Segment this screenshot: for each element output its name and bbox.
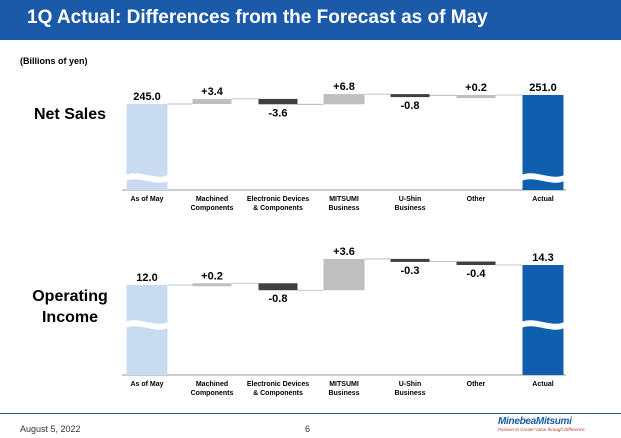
- slide-header: 1Q Actual: Differences from the Forecast…: [0, 0, 621, 40]
- operating-income-tick-label: Machined: [196, 381, 228, 388]
- operating-income-tick-label: Actual: [532, 381, 553, 388]
- operating-income-tick-label: Other: [467, 381, 486, 388]
- operating-income-axis-break: [125, 320, 169, 330]
- operating-income-title-line2: Income: [41, 309, 98, 326]
- operating-income-tick-label: Components: [191, 390, 234, 397]
- net-sales-value-label: -0.8: [401, 100, 420, 112]
- net-sales-tick-label: & Components: [253, 205, 303, 212]
- net-sales-tick-label: U-Shin: [399, 196, 422, 203]
- operating-income-tick-label: U-Shin: [399, 381, 422, 388]
- operating-income-value-label: -0.3: [401, 265, 420, 277]
- operating-income-delta-bar: [456, 261, 496, 265]
- operating-income-tick-label: Business: [328, 390, 359, 397]
- net-sales-delta-bar: [258, 98, 298, 105]
- slide-title: 1Q Actual: Differences from the Forecast…: [27, 7, 488, 28]
- operating-income-start-bar: [126, 285, 168, 375]
- operating-income-value-label: +0.2: [201, 270, 223, 282]
- operating-income-tick-label: MITSUMI: [329, 381, 359, 388]
- unit-label: (Billions of yen): [20, 56, 88, 66]
- net-sales-value-label: 251.0: [529, 82, 557, 94]
- net-sales-tick-label: As of May: [130, 196, 163, 203]
- net-sales-axis-break: [125, 173, 169, 183]
- net-sales-value-label: 245.0: [133, 91, 161, 103]
- net-sales-tick-label: Other: [467, 196, 486, 203]
- net-sales-value-label: +3.4: [201, 86, 224, 98]
- company-logo: MinebeaMitsumi Passion to Create Value t…: [498, 416, 614, 432]
- net-sales-axis-break: [521, 173, 565, 183]
- operating-income-axis-break: [521, 320, 565, 330]
- net-sales-delta-bar: [323, 94, 365, 105]
- logo-name: MinebeaMitsumi: [498, 416, 572, 427]
- operating-income-end-bar: [522, 265, 564, 375]
- operating-income-value-label: 14.3: [532, 252, 553, 264]
- operating-income-value-label: 12.0: [136, 272, 157, 284]
- operating-income-title-line1: Operating: [32, 288, 108, 305]
- net-sales-value-label: -3.6: [269, 107, 288, 119]
- operating-income-value-label: -0.4: [467, 268, 487, 280]
- operating-income-delta-bar: [258, 283, 298, 291]
- operating-income-tick-label: & Components: [253, 390, 303, 397]
- net-sales-label: Net Sales: [10, 104, 130, 125]
- operating-income-tick-label: Business: [394, 390, 425, 397]
- operating-income-delta-bar: [390, 258, 430, 262]
- net-sales-tick-label: Business: [394, 205, 425, 212]
- net-sales-value-label: +0.2: [465, 82, 487, 94]
- footer-date: August 5, 2022: [20, 424, 81, 434]
- footer-divider: [0, 413, 621, 414]
- net-sales-delta-bar: [192, 98, 232, 104]
- operating-income-label: Operating Income: [10, 286, 130, 328]
- operating-income-delta-bar: [192, 283, 232, 287]
- net-sales-value-label: +6.8: [333, 81, 355, 93]
- net-sales-tick-label: MITSUMI: [329, 196, 359, 203]
- operating-income-tick-label: As of May: [130, 381, 163, 388]
- net-sales-tick-label: Components: [191, 205, 234, 212]
- net-sales-delta-bar: [456, 95, 496, 98]
- net-sales-delta-bar: [390, 94, 430, 98]
- page-number: 6: [305, 424, 311, 434]
- operating-income-delta-bar: [323, 258, 365, 291]
- operating-income-value-label: -0.8: [269, 293, 288, 305]
- net-sales-tick-label: Business: [328, 205, 359, 212]
- operating-income-value-label: +3.6: [333, 246, 355, 258]
- net-sales-tick-label: Electronic Devices: [247, 196, 309, 203]
- net-sales-tick-label: Actual: [532, 196, 553, 203]
- net-sales-tick-label: Machined: [196, 196, 228, 203]
- logo-tagline: Passion to Create Value through Differen…: [498, 427, 585, 432]
- net-sales-title: Net Sales: [33, 106, 107, 123]
- operating-income-tick-label: Electronic Devices: [247, 381, 309, 388]
